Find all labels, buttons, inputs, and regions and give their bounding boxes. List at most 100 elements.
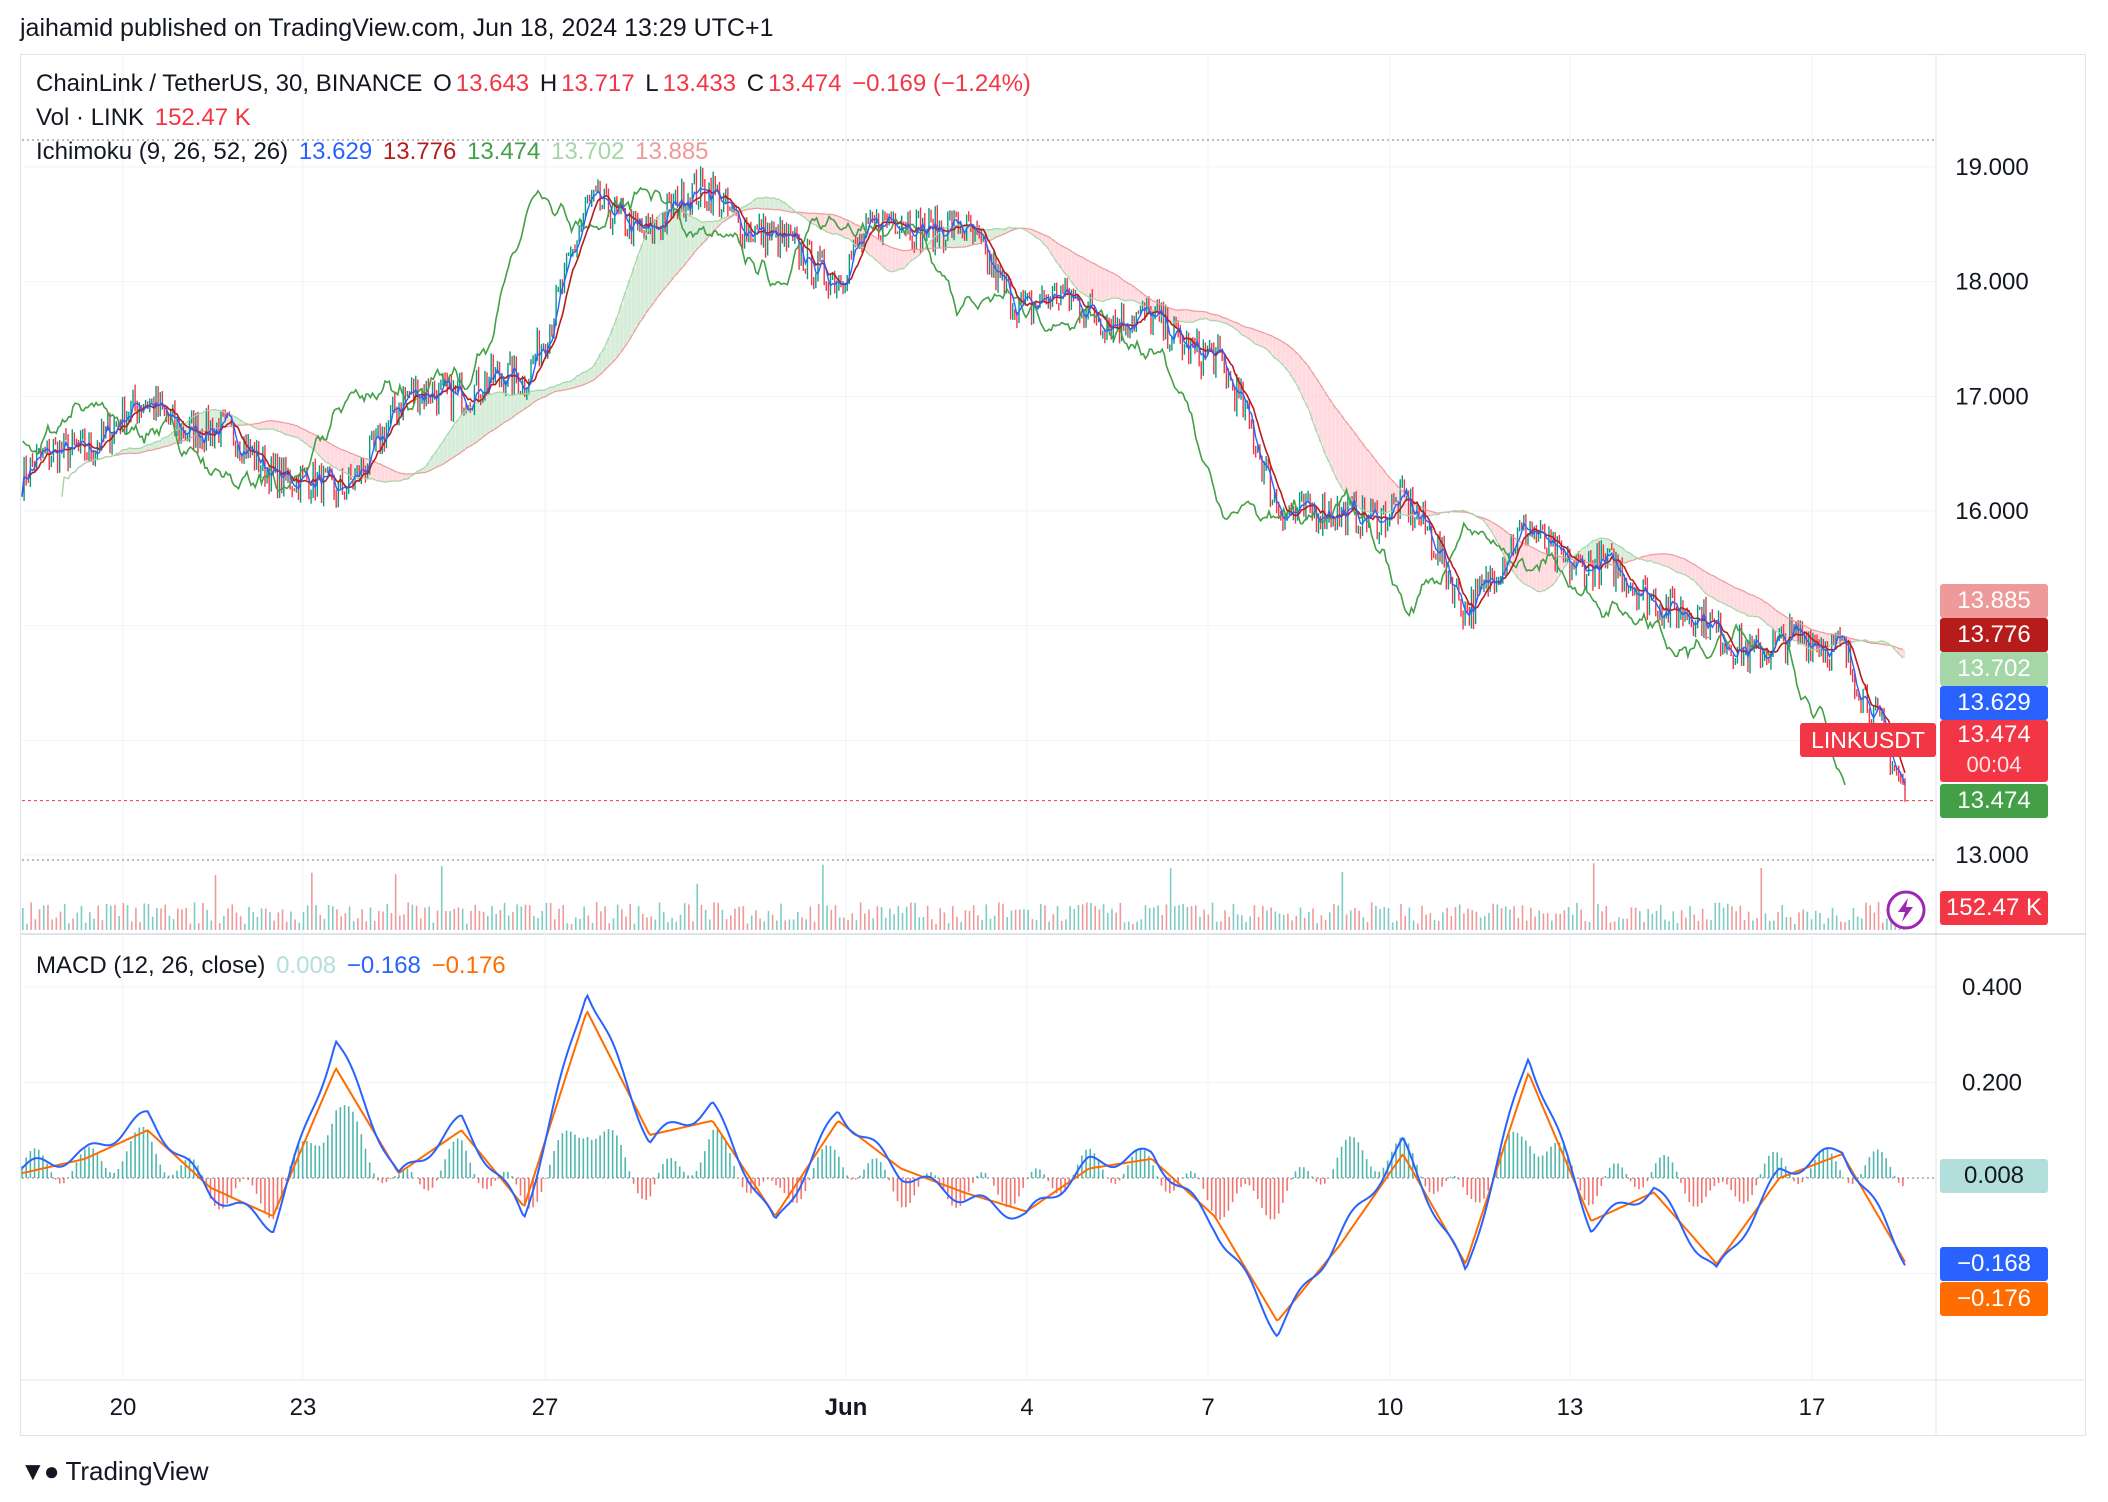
volume-bar — [1308, 912, 1310, 930]
price-axis-label: 16.000 — [1955, 498, 2028, 525]
macd-legend[interactable]: MACD (12, 26, close) 0.008 −0.168 −0.176 — [36, 952, 510, 980]
volume-bar — [1174, 906, 1176, 930]
volume-bar — [1052, 914, 1055, 930]
volume-bar — [486, 915, 489, 930]
volume-bar — [1069, 906, 1071, 930]
volume-bar — [424, 907, 426, 930]
volume-bar — [315, 905, 317, 930]
volume-bar — [1010, 910, 1013, 930]
volume-bar — [817, 904, 820, 930]
price-axis-label: 18.000 — [1955, 269, 2028, 296]
volume-bar — [1207, 914, 1210, 930]
ichimoku-span-b-value: 13.885 — [635, 138, 709, 165]
span-a-tag: 13.702 — [1940, 652, 2048, 686]
volume-bar — [537, 918, 539, 930]
volume-bar — [1249, 916, 1252, 930]
volume-bar — [1622, 918, 1624, 930]
volume-bar — [1433, 919, 1436, 930]
volume-bar — [1282, 914, 1285, 930]
volume-bar — [1060, 920, 1063, 930]
volume-bar — [403, 914, 405, 930]
tradingview-logo-icon: ▼● — [20, 1456, 59, 1486]
volume-bar — [784, 920, 787, 930]
volume-bar — [1659, 904, 1662, 930]
macd-value: −0.168 — [346, 952, 421, 979]
volume-legend[interactable]: Vol · LINK 152.47 K — [36, 104, 255, 132]
volume-bar — [1752, 920, 1754, 930]
volume-bar — [478, 910, 481, 930]
volume-bar — [977, 915, 979, 930]
tradingview-brand[interactable]: ▼● TradingView — [20, 1456, 209, 1487]
volume-bar — [612, 918, 615, 930]
volume-bar — [432, 922, 435, 930]
high-value: 13.717 — [561, 70, 635, 97]
volume-bar — [1722, 907, 1725, 930]
volume-bar — [256, 916, 259, 930]
volume-bar — [449, 911, 451, 930]
volume-bar — [1257, 916, 1260, 930]
volume-bar — [1781, 904, 1784, 930]
ohlc-legend[interactable]: ChainLink / TetherUS, 30, BINANCE O 13.64… — [36, 70, 1035, 98]
volume-bar — [1563, 910, 1566, 930]
time-axis-label: 17 — [1799, 1394, 1826, 1421]
volume-bar — [22, 908, 24, 930]
volume-bar — [348, 906, 351, 930]
volume-bar — [1706, 919, 1708, 930]
volume-bar — [1798, 912, 1800, 930]
volume-bar — [399, 915, 401, 930]
volume-bar — [218, 923, 221, 930]
lightning-icon[interactable] — [1884, 888, 1928, 932]
volume-bar — [461, 908, 464, 930]
volume-bar — [1630, 907, 1633, 930]
volume-bar — [1806, 911, 1809, 930]
volume-bar — [1483, 915, 1486, 930]
volume-bar — [34, 919, 37, 930]
volume-bar — [826, 905, 828, 930]
time-axis-label: 10 — [1377, 1394, 1404, 1421]
volume-bar — [1341, 872, 1344, 930]
volume-bar — [80, 905, 83, 930]
volume-bar — [901, 913, 904, 930]
volume-bar — [352, 921, 355, 930]
volume-bar — [855, 920, 858, 930]
volume-bar — [1584, 921, 1587, 930]
volume-value: 152.47 K — [154, 104, 251, 131]
volume-bar — [1743, 919, 1746, 930]
price-axis-label: 19.000 — [1955, 154, 2028, 181]
volume-bar — [298, 922, 301, 930]
volume-bar — [780, 903, 782, 930]
volume-bar — [868, 909, 870, 930]
volume-bar — [1320, 915, 1323, 930]
volume-bar — [1835, 915, 1838, 930]
volume-bar — [1132, 923, 1134, 930]
volume-bar — [1241, 915, 1243, 930]
volume-bar — [1429, 913, 1432, 930]
volume-bar — [1270, 907, 1272, 930]
volume-bar — [1609, 922, 1612, 930]
time-axis-label: 13 — [1557, 1394, 1584, 1421]
volume-bar — [1299, 907, 1302, 930]
volume-bar — [822, 864, 824, 930]
volume-bar — [1680, 910, 1683, 930]
volume-bar — [558, 908, 560, 930]
volume-bar — [273, 920, 275, 930]
volume-bar — [993, 915, 996, 930]
macd-label: MACD (12, 26, close) — [36, 952, 266, 979]
volume-bar — [436, 910, 439, 930]
volume-bar — [1530, 907, 1532, 930]
volume-bar — [1337, 905, 1339, 930]
volume-bar — [1437, 920, 1440, 930]
volume-bar — [1375, 905, 1377, 930]
volume-bar — [1416, 923, 1419, 930]
volume-bar — [373, 920, 376, 930]
volume-bar — [872, 918, 874, 930]
ichimoku-legend[interactable]: Ichimoku (9, 26, 52, 26) 13.629 13.776 1… — [36, 138, 713, 166]
volume-bar — [1496, 904, 1499, 930]
volume-bar — [960, 922, 962, 930]
volume-bar — [1471, 910, 1474, 930]
volume-bar — [629, 903, 632, 930]
volume-bar — [1634, 907, 1637, 930]
volume-bar — [587, 915, 590, 930]
volume-bar — [101, 920, 104, 930]
